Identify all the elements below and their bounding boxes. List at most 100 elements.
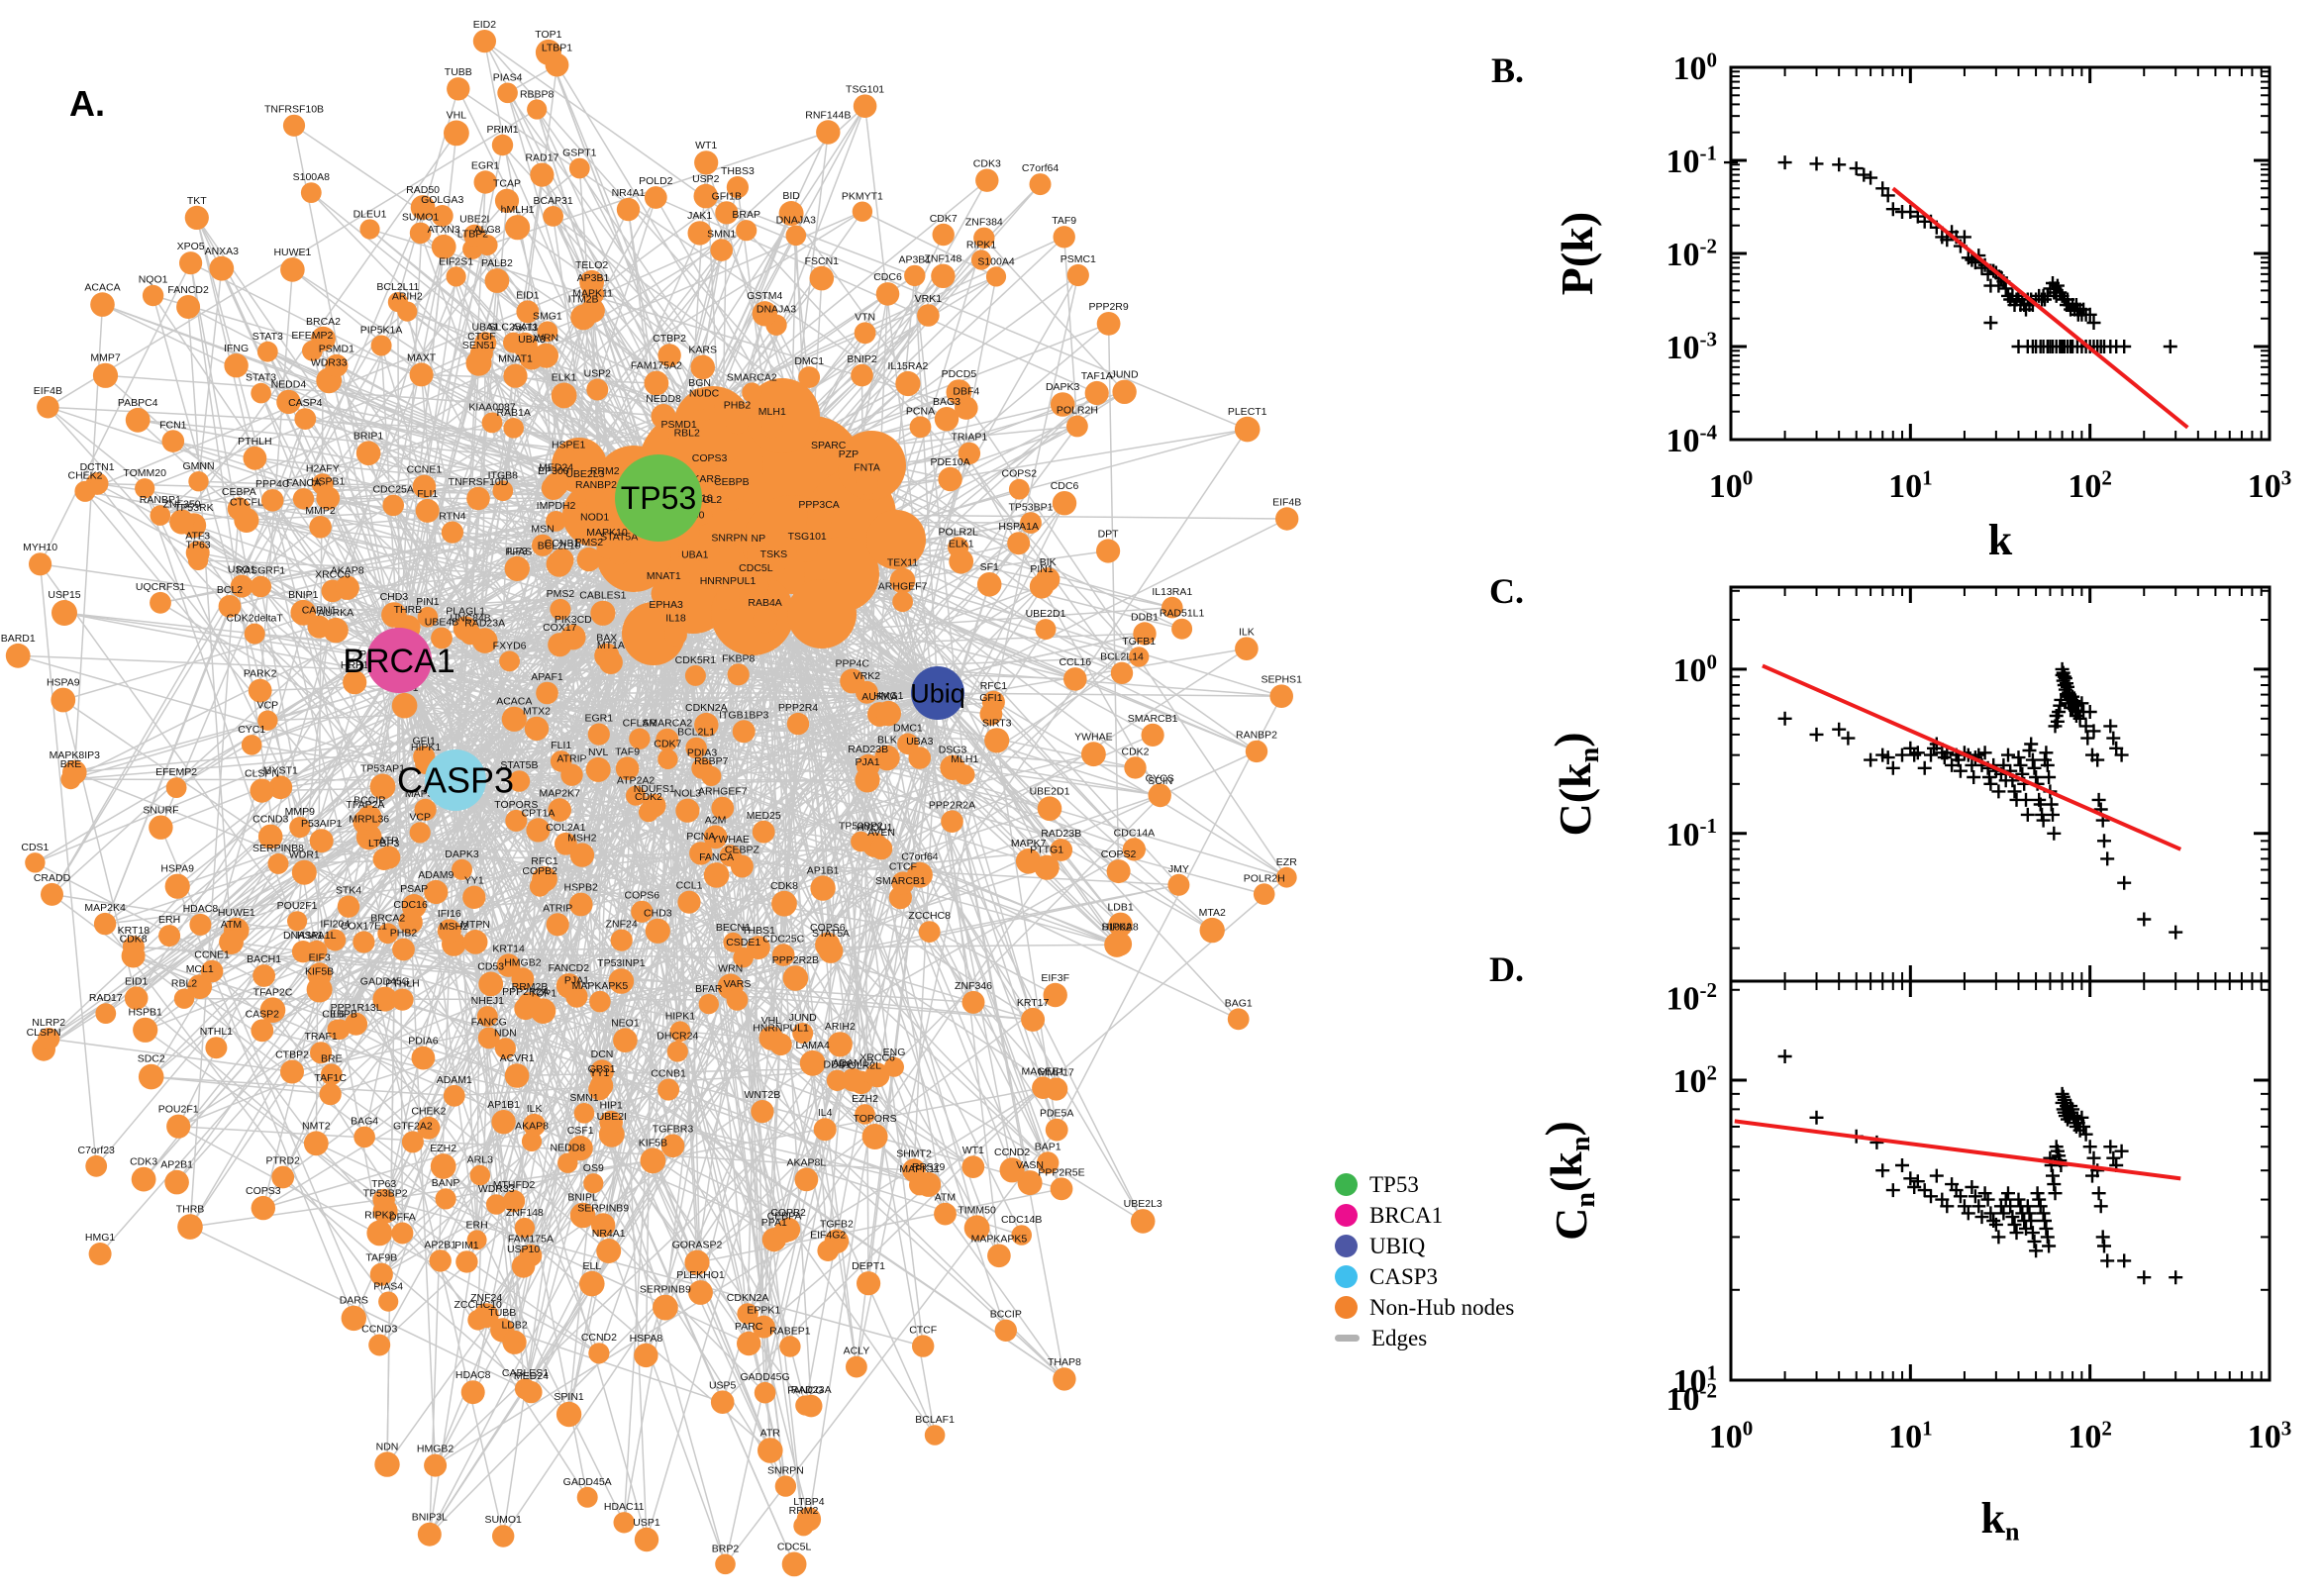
network-node[interactable] — [774, 1475, 797, 1497]
network-node[interactable] — [382, 494, 405, 517]
network-node[interactable] — [778, 201, 804, 226]
hub-node-casp3[interactable] — [425, 749, 486, 811]
network-node[interactable] — [1050, 1177, 1073, 1201]
network-node[interactable] — [431, 627, 453, 649]
network-node[interactable] — [703, 862, 730, 888]
network-node[interactable] — [536, 681, 558, 705]
network-node[interactable] — [250, 575, 272, 598]
network-node[interactable] — [975, 168, 999, 192]
network-node[interactable] — [710, 1390, 735, 1414]
network-node[interactable] — [1234, 416, 1261, 443]
network-node[interactable] — [164, 1169, 189, 1195]
network-node[interactable] — [530, 162, 555, 187]
network-node[interactable] — [463, 224, 486, 247]
network-node[interactable] — [567, 1136, 593, 1161]
network-node[interactable] — [149, 815, 173, 840]
network-node[interactable] — [795, 1395, 816, 1416]
network-node[interactable] — [1253, 883, 1275, 905]
network-node[interactable] — [92, 362, 119, 388]
network-node[interactable] — [793, 1516, 814, 1537]
network-node[interactable] — [289, 817, 311, 839]
network-node[interactable] — [124, 986, 149, 1010]
network-node[interactable] — [41, 882, 63, 906]
network-node[interactable] — [855, 1104, 875, 1125]
hub-node-ubiq[interactable] — [911, 666, 964, 720]
network-node[interactable] — [629, 728, 651, 749]
network-node[interactable] — [173, 988, 195, 1009]
network-node[interactable] — [660, 1134, 685, 1158]
network-node[interactable] — [715, 1553, 736, 1575]
network-node[interactable] — [590, 600, 616, 626]
network-node[interactable] — [121, 944, 146, 968]
network-node[interactable] — [573, 1103, 595, 1124]
network-node[interactable] — [392, 938, 415, 961]
network-node[interactable] — [521, 1131, 543, 1151]
network-node[interactable] — [391, 692, 418, 719]
network-node[interactable] — [473, 1303, 499, 1329]
network-node[interactable] — [494, 1038, 516, 1059]
core-cluster-node[interactable] — [787, 579, 857, 648]
network-node[interactable] — [303, 1131, 329, 1156]
network-node[interactable] — [1108, 912, 1133, 938]
network-node[interactable] — [657, 748, 678, 769]
network-node[interactable] — [651, 404, 676, 429]
network-node[interactable] — [309, 829, 334, 853]
network-node[interactable] — [368, 1334, 391, 1356]
network-node[interactable] — [762, 558, 785, 581]
network-node[interactable] — [1096, 312, 1121, 336]
network-node[interactable] — [694, 150, 719, 175]
network-node[interactable] — [291, 941, 315, 963]
network-node[interactable] — [796, 542, 818, 562]
network-node[interactable] — [166, 1114, 191, 1139]
network-node[interactable] — [1007, 532, 1031, 555]
network-node[interactable] — [503, 363, 528, 388]
network-node[interactable] — [369, 773, 396, 800]
network-node[interactable] — [818, 939, 844, 963]
network-node[interactable] — [970, 249, 992, 270]
network-node[interactable] — [491, 1110, 516, 1135]
network-node[interactable] — [640, 1147, 666, 1174]
network-node[interactable] — [591, 1213, 616, 1238]
network-node[interactable] — [585, 489, 607, 512]
network-node[interactable] — [857, 1271, 881, 1296]
network-node[interactable] — [769, 1033, 792, 1056]
network-node[interactable] — [37, 395, 59, 419]
network-node[interactable] — [218, 595, 242, 618]
network-node[interactable] — [1020, 512, 1042, 534]
network-node[interactable] — [133, 1017, 158, 1043]
network-node[interactable] — [666, 1041, 688, 1062]
network-node[interactable] — [599, 1110, 623, 1135]
network-node[interactable] — [184, 205, 209, 230]
network-node[interactable] — [267, 852, 289, 874]
network-node[interactable] — [452, 858, 472, 880]
network-node[interactable] — [1008, 478, 1030, 500]
network-node[interactable] — [135, 478, 155, 499]
network-node[interactable] — [520, 1380, 543, 1404]
network-node[interactable] — [987, 1244, 1011, 1268]
network-node[interactable] — [875, 700, 901, 727]
network-node[interactable] — [516, 300, 540, 324]
network-node[interactable] — [185, 541, 210, 565]
network-node[interactable] — [504, 215, 531, 241]
network-node[interactable] — [1015, 848, 1042, 874]
network-node[interactable] — [579, 1270, 605, 1297]
network-node[interactable] — [189, 913, 212, 936]
network-node[interactable] — [891, 871, 915, 895]
network-node[interactable] — [150, 591, 171, 614]
network-node[interactable] — [719, 845, 742, 867]
network-node[interactable] — [93, 912, 117, 936]
network-node[interactable] — [431, 205, 454, 227]
network-node[interactable] — [809, 265, 835, 291]
network-node[interactable] — [532, 534, 555, 556]
network-node[interactable] — [337, 895, 360, 918]
network-node[interactable] — [377, 923, 399, 945]
network-node[interactable] — [5, 643, 31, 668]
network-node[interactable] — [565, 985, 588, 1008]
network-node[interactable] — [473, 170, 497, 194]
network-node[interactable] — [343, 670, 367, 695]
network-node[interactable] — [280, 1059, 304, 1084]
network-node[interactable] — [88, 1243, 112, 1265]
network-node[interactable] — [248, 678, 272, 703]
network-node[interactable] — [726, 989, 749, 1011]
network-node[interactable] — [569, 1202, 596, 1229]
